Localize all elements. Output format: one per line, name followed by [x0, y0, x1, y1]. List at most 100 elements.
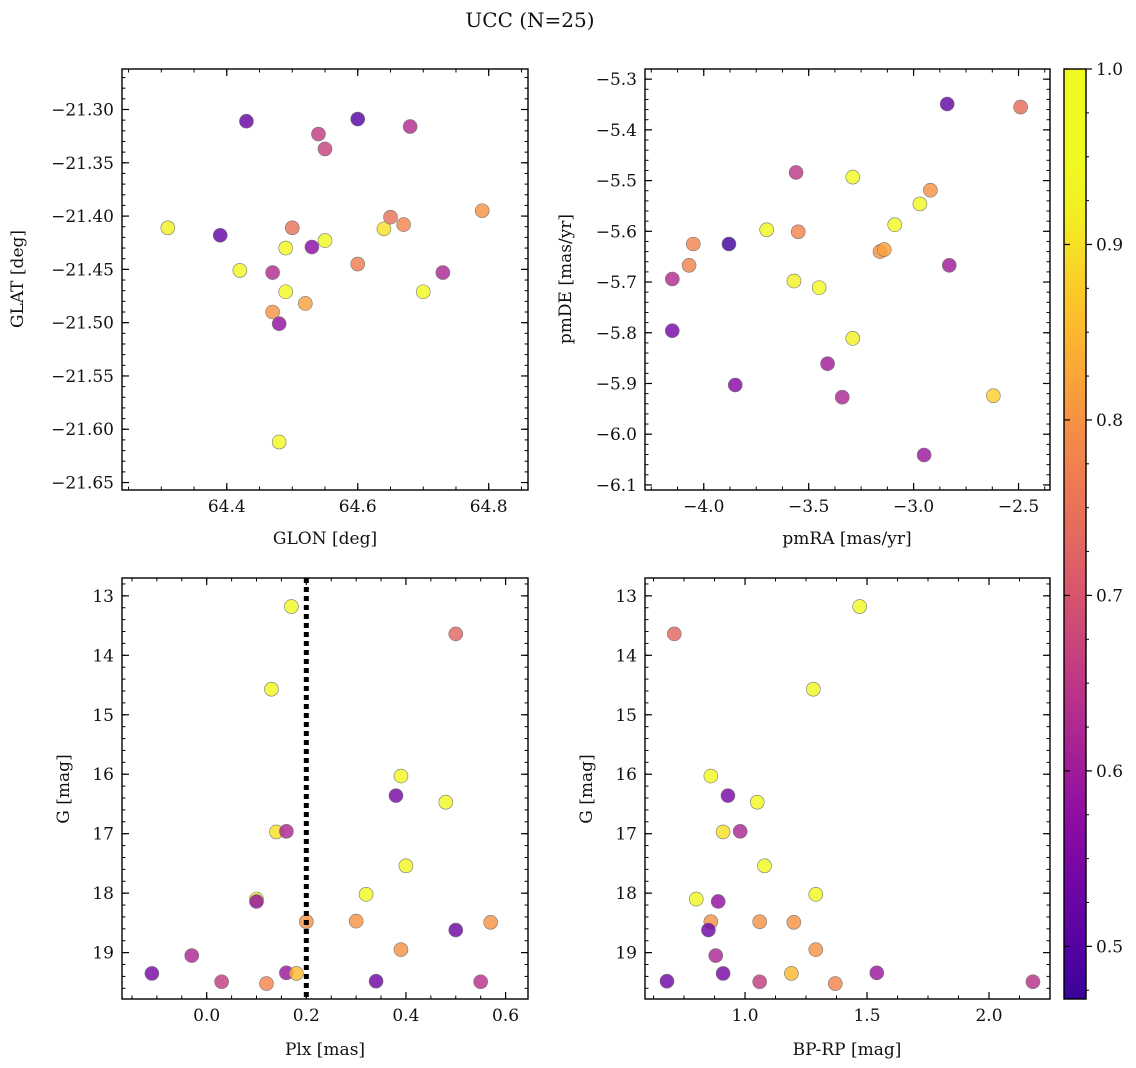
plx-point [393, 768, 409, 784]
sky-xtick-label: 64.8 [470, 497, 508, 517]
plx-ytick-label: 18 [92, 884, 114, 904]
pm-point [790, 224, 806, 240]
cmd-point [1025, 974, 1041, 990]
pm-point [685, 236, 701, 252]
pm-ytick-label: −5.3 [596, 70, 637, 90]
pm-plot-frame [644, 68, 1051, 491]
cmd-point [784, 966, 799, 981]
sky-point [232, 263, 248, 278]
plx-point [348, 913, 364, 929]
sky-point [239, 113, 254, 129]
sky-ytick-label: −21.65 [51, 474, 114, 494]
sky-point [415, 284, 431, 300]
colorbar: 0.5 0.6 0.7 0.8 0.9 1.0 [1063, 60, 1123, 1000]
sky-ytick-label: −21.60 [51, 420, 114, 440]
cmd-ticks: 1.0 1.5 2.0 13 14 15 16 17 18 19 [615, 578, 1051, 1026]
sky-point [298, 296, 313, 311]
sky-ytick-label: −21.55 [51, 367, 114, 387]
cmd-ytick-label: 14 [615, 646, 637, 666]
plx-plot-frame [121, 577, 529, 1000]
pm-ytick-label: −5.5 [596, 172, 637, 192]
plx-point [184, 948, 200, 963]
plx-point [483, 914, 498, 930]
cmd-ylabel: G [mag] [577, 754, 597, 823]
panel-sky: 64.4 64.6 64.8 −21.30 −21.35 −21.40 −21.45 −21.… [8, 68, 529, 549]
pm-ytick-label: −5.6 [596, 222, 637, 242]
cmd-point [749, 794, 765, 810]
plx-ticks: 0.0 0.2 0.4 0.6 13 14 15 16 17 18 19 [92, 578, 528, 1026]
sky-ytick-label: −21.50 [51, 314, 114, 334]
colorbar-tick-label: 0.5 [1096, 937, 1123, 957]
plx-ytick-label: 19 [92, 944, 114, 964]
cmd-point [732, 824, 748, 839]
cmd-xtick-label: 2.0 [975, 1006, 1002, 1026]
sky-xtick-label: 64.4 [208, 497, 246, 517]
pm-point [759, 222, 775, 238]
cmd-point [828, 976, 843, 991]
sky-point [350, 111, 366, 127]
pm-point [681, 257, 697, 273]
pm-ticks: −4.0 −3.5 −3.0 −2.5 −5.3 −5.4 −5.5 −5.6 −5.7 −5.8… [596, 69, 1050, 517]
plx-point [398, 858, 414, 874]
cmd-point [720, 788, 736, 803]
sky-point [304, 239, 320, 255]
pm-point [664, 323, 680, 339]
cmd-ytick-label: 18 [615, 884, 637, 904]
sky-point [383, 209, 398, 225]
sky-point [160, 220, 176, 236]
colorbar-tick-label: 1.0 [1096, 60, 1123, 80]
colorbar-tick-label: 0.7 [1096, 586, 1123, 606]
cmd-point [688, 891, 704, 907]
sky-point [278, 284, 294, 300]
sky-point [278, 240, 294, 256]
pm-point [912, 196, 928, 212]
pm-point [820, 356, 835, 372]
panel-cmd: 1.0 1.5 2.0 13 14 15 16 17 18 19 BP-RP [mag] G [m… [577, 577, 1051, 1060]
cmd-points [659, 599, 1041, 991]
colorbar-tick-label: 0.9 [1096, 235, 1123, 255]
cmd-point [708, 948, 724, 963]
plx-point [393, 942, 409, 957]
pm-point [845, 331, 861, 346]
pm-ytick-label: −5.7 [596, 273, 637, 293]
pm-xtick-label: −4.0 [683, 497, 724, 517]
plx-ytick-label: 13 [92, 587, 114, 607]
plx-xtick-label: 0.0 [193, 1006, 220, 1026]
cmd-xlabel: BP-RP [mag] [793, 1040, 902, 1060]
cmd-plot-frame [644, 577, 1051, 1000]
plx-point [214, 974, 229, 990]
pm-point [986, 388, 1001, 403]
sky-point [376, 221, 392, 237]
plx-ytick-label: 15 [92, 706, 114, 726]
cmd-point [710, 894, 726, 909]
cmd-point [752, 974, 767, 990]
sky-point [265, 265, 280, 280]
sky-ylabel: GLAT [deg] [8, 230, 28, 328]
sky-point [402, 119, 418, 134]
cmd-ytick-label: 13 [615, 587, 637, 607]
plx-points [144, 599, 498, 991]
sky-ytick-label: −21.45 [51, 260, 114, 280]
plx-point [438, 794, 454, 810]
cmd-point [666, 626, 682, 642]
sky-point [474, 203, 490, 219]
plx-xlabel: Plx [mas] [285, 1040, 365, 1060]
panel-plx: 0.0 0.2 0.4 0.6 13 14 15 16 17 18 19 Plx [mas] G [… [54, 577, 529, 1060]
sky-point [435, 265, 451, 280]
cmd-point [869, 965, 885, 981]
sky-point [317, 233, 333, 248]
pm-point [845, 169, 861, 185]
colorbar-bar [1064, 69, 1086, 999]
plx-point [473, 974, 488, 990]
plx-point [284, 599, 299, 614]
sky-point [265, 304, 280, 320]
pm-point [887, 217, 903, 233]
cmd-xtick-label: 1.0 [732, 1006, 759, 1026]
pm-xtick-label: −2.5 [998, 497, 1039, 517]
plx-ytick-label: 16 [92, 765, 114, 785]
sky-point [311, 126, 326, 142]
colorbar-tick-label: 0.6 [1096, 762, 1123, 782]
pm-point [939, 96, 955, 112]
sky-ticks: 64.4 64.6 64.8 −21.30 −21.35 −21.40 −21.45 −21.… [51, 69, 528, 517]
pm-point [664, 271, 680, 287]
